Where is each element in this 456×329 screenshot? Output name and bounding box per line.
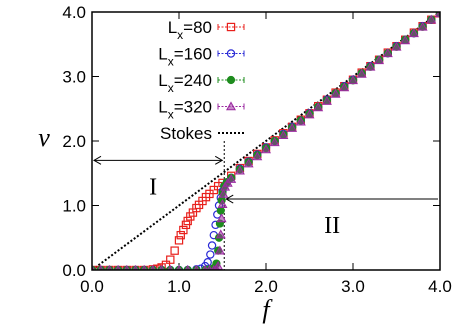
data-point [226,173,237,183]
y-axis-label: v [38,123,50,152]
data-point [214,245,225,255]
data-point [304,109,315,119]
legend-marker [226,49,236,58]
legend-marker [226,101,236,111]
stokes-line [92,12,440,270]
x-tick-label: 0.0 [80,277,104,296]
data-point [374,55,385,65]
legend-item-stokes: Stokes [160,124,244,143]
data-point [183,216,192,226]
data-point [166,255,175,264]
data-point [365,61,376,71]
x-tick-label: 1.0 [167,277,191,296]
y-tick-label: 0.0 [62,261,86,280]
data-point [215,229,226,239]
y-tick-label: 4.0 [62,3,86,22]
x-tick-label: 2.0 [254,277,278,296]
region-arrow-head [92,155,102,165]
data-point [435,12,440,18]
data-point [348,75,358,85]
data-point [339,82,350,92]
data-point [391,41,402,51]
data-point [321,95,332,105]
data-point [408,28,419,38]
data-point [382,48,393,58]
region-label-1: I [149,174,157,200]
legend-item: Lx=80 [168,18,245,42]
data-point [252,151,263,161]
data-point [234,165,245,175]
series-layer [92,12,440,270]
plot-frame [91,11,441,271]
data-point [295,116,306,126]
data-point [216,206,225,215]
legend-item: Lx=160 [158,45,245,69]
data-point [287,122,298,132]
data-point [261,144,271,154]
legend-item: Lx=320 [158,98,245,122]
region-label-2: II [324,213,340,239]
data-point [356,68,367,78]
legend-label: Lx=240 [158,71,212,95]
data-point [206,250,215,259]
y-tick-label: 2.0 [62,132,86,151]
legend-label: Lx=320 [158,98,212,122]
legend-label: Stokes [160,124,212,143]
legend-label: Lx=80 [168,18,212,42]
data-point [269,137,280,147]
data-point [400,35,411,45]
region-arrow-head [214,155,224,165]
data-point [417,21,428,31]
legend-item: Lx=240 [158,71,245,95]
data-point [157,263,166,270]
data-point [278,130,289,140]
region-arrow-head [225,194,234,204]
x-axis-label: f [262,295,273,324]
data-point [161,260,171,270]
y-tick-label: 1.0 [62,197,86,216]
legend-label: Lx=160 [158,45,212,69]
x-tick-label: 4.0 [428,277,452,296]
x-tick-label: 3.0 [341,277,365,296]
data-point [179,225,188,235]
data-point [243,158,254,168]
tick-labels: 0.0 1.0 2.0 3.0 4.0 0.0 1.0 2.0 3.0 4.0 [62,3,451,296]
region-annotations: III [92,155,438,239]
data-point [176,230,185,240]
data-point [330,88,341,98]
legend-marker [226,75,236,85]
data-point [313,102,324,112]
data-point [170,246,179,255]
data-point [426,14,437,24]
data-point [217,199,228,209]
data-point [207,241,217,250]
data-point [174,236,184,245]
data-point [216,213,227,223]
legend-marker [226,22,236,32]
data-point [218,188,229,198]
y-tick-label: 3.0 [62,68,86,87]
